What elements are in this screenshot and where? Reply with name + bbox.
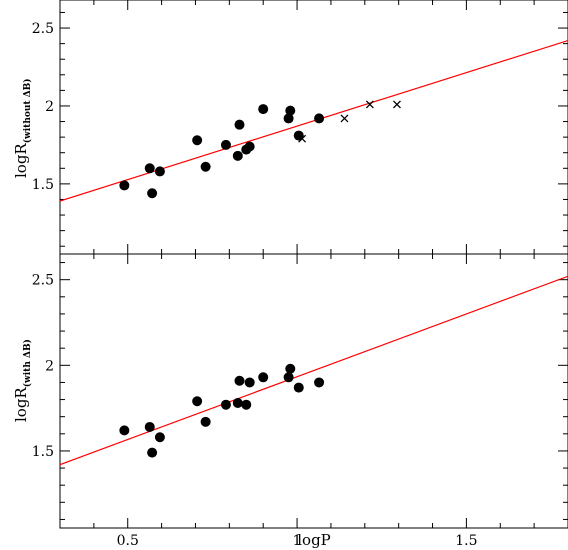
x-tick-label: 1 <box>293 533 302 549</box>
bottom-data-point <box>283 372 294 383</box>
top-cross-point <box>393 100 401 109</box>
top-panel-frame <box>59 0 568 255</box>
top-data-point <box>314 113 325 124</box>
top-y-tick-label: 2 <box>45 99 54 115</box>
top-data-point <box>258 104 269 115</box>
bottom-data-point <box>232 397 243 408</box>
bottom-data-point <box>147 447 158 458</box>
bottom-data-point <box>241 399 252 410</box>
top-data-points <box>119 100 401 199</box>
bottom-data-point <box>220 399 231 410</box>
bottom-data-point <box>154 432 165 443</box>
bottom-data-point <box>285 363 296 374</box>
bottom-panel-ticks: 1.5 2 2.5 0.5 1 1.5 <box>32 254 568 549</box>
top-y-tick-label: 2.5 <box>32 21 54 37</box>
bottom-y-axis-label: logR(with ΔB) <box>12 339 33 422</box>
bottom-data-point <box>293 382 304 393</box>
top-panel: 1.5 2 2.5 logR(without ΔB) <box>12 0 568 255</box>
top-data-point <box>244 141 255 152</box>
x-axis-label: logP <box>297 531 331 549</box>
bottom-data-point <box>144 421 155 432</box>
top-data-point <box>283 113 294 124</box>
top-data-point <box>232 150 243 161</box>
bottom-data-point <box>258 372 269 383</box>
top-cross-point <box>340 114 349 123</box>
top-fit-line <box>60 39 568 202</box>
bottom-data-point <box>244 377 255 388</box>
bottom-y-tick-label: 2.5 <box>32 273 54 289</box>
bottom-data-point <box>192 396 203 407</box>
bottom-panel: 1.5 2 2.5 0.5 1 1.5 logR(with ΔB) <box>12 253 568 549</box>
top-data-point <box>220 139 231 150</box>
x-tick-label: 0.5 <box>117 533 139 549</box>
top-fit-line-group <box>60 39 568 202</box>
top-y-tick-label: 1.5 <box>32 177 54 193</box>
bottom-y-tick-label: 2 <box>45 358 54 374</box>
x-tick-label: 1.5 <box>455 533 477 549</box>
top-data-point <box>234 119 245 130</box>
bottom-fit-line <box>60 275 568 466</box>
bottom-data-points <box>119 363 325 458</box>
top-y-axis-label: logR(without ΔB) <box>12 78 33 178</box>
bottom-data-point <box>314 377 325 388</box>
bottom-fit-line-group <box>60 275 568 466</box>
bottom-panel-frame <box>59 253 568 529</box>
bottom-y-tick-label: 1.5 <box>32 444 54 460</box>
top-data-point <box>200 161 211 172</box>
top-cross-point <box>365 100 374 109</box>
top-data-point <box>144 163 155 174</box>
top-data-point <box>119 180 130 191</box>
top-cross-point <box>298 134 307 143</box>
bottom-data-point <box>119 425 130 436</box>
bottom-data-point <box>200 416 211 427</box>
top-data-point <box>285 105 296 116</box>
top-data-point <box>154 166 165 177</box>
top-data-point <box>192 135 203 146</box>
top-data-point <box>147 188 158 199</box>
bottom-data-point <box>234 375 245 386</box>
top-panel-ticks: 1.5 2 2.5 <box>32 0 568 254</box>
